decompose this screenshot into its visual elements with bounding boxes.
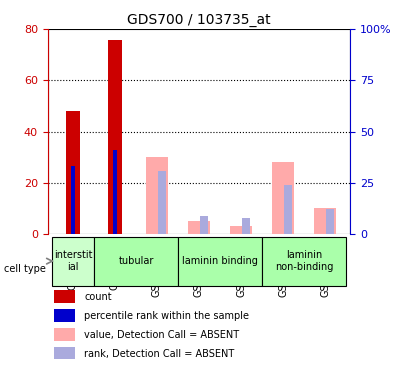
Bar [146, 157, 168, 234]
Bar [107, 40, 122, 234]
Bar [314, 208, 336, 234]
Text: laminin binding: laminin binding [182, 256, 258, 266]
Bar [284, 185, 292, 234]
Bar [188, 221, 210, 234]
Bar [242, 217, 250, 234]
Text: tubular: tubular [118, 256, 154, 266]
Bar [272, 162, 294, 234]
Text: rank, Detection Call = ABSENT: rank, Detection Call = ABSENT [84, 349, 234, 359]
Bar [158, 171, 166, 234]
Bar [113, 150, 117, 234]
Bar [200, 216, 208, 234]
Bar [54, 328, 75, 341]
Bar [262, 237, 346, 285]
Text: value, Detection Call = ABSENT: value, Detection Call = ABSENT [84, 330, 239, 340]
Bar [66, 111, 80, 234]
Bar [71, 167, 75, 234]
Bar [326, 209, 334, 234]
Bar [94, 237, 178, 285]
Text: percentile rank within the sample: percentile rank within the sample [84, 311, 249, 321]
Text: interstit
ial: interstit ial [54, 250, 92, 272]
Bar [52, 237, 94, 285]
Bar [54, 309, 75, 322]
Bar [230, 226, 252, 234]
Bar [54, 347, 75, 360]
Text: cell type: cell type [4, 264, 46, 274]
Bar [178, 237, 262, 285]
Bar [54, 291, 75, 303]
Text: laminin
non-binding: laminin non-binding [275, 250, 333, 272]
Title: GDS700 / 103735_at: GDS700 / 103735_at [127, 13, 271, 27]
Text: count: count [84, 292, 112, 302]
